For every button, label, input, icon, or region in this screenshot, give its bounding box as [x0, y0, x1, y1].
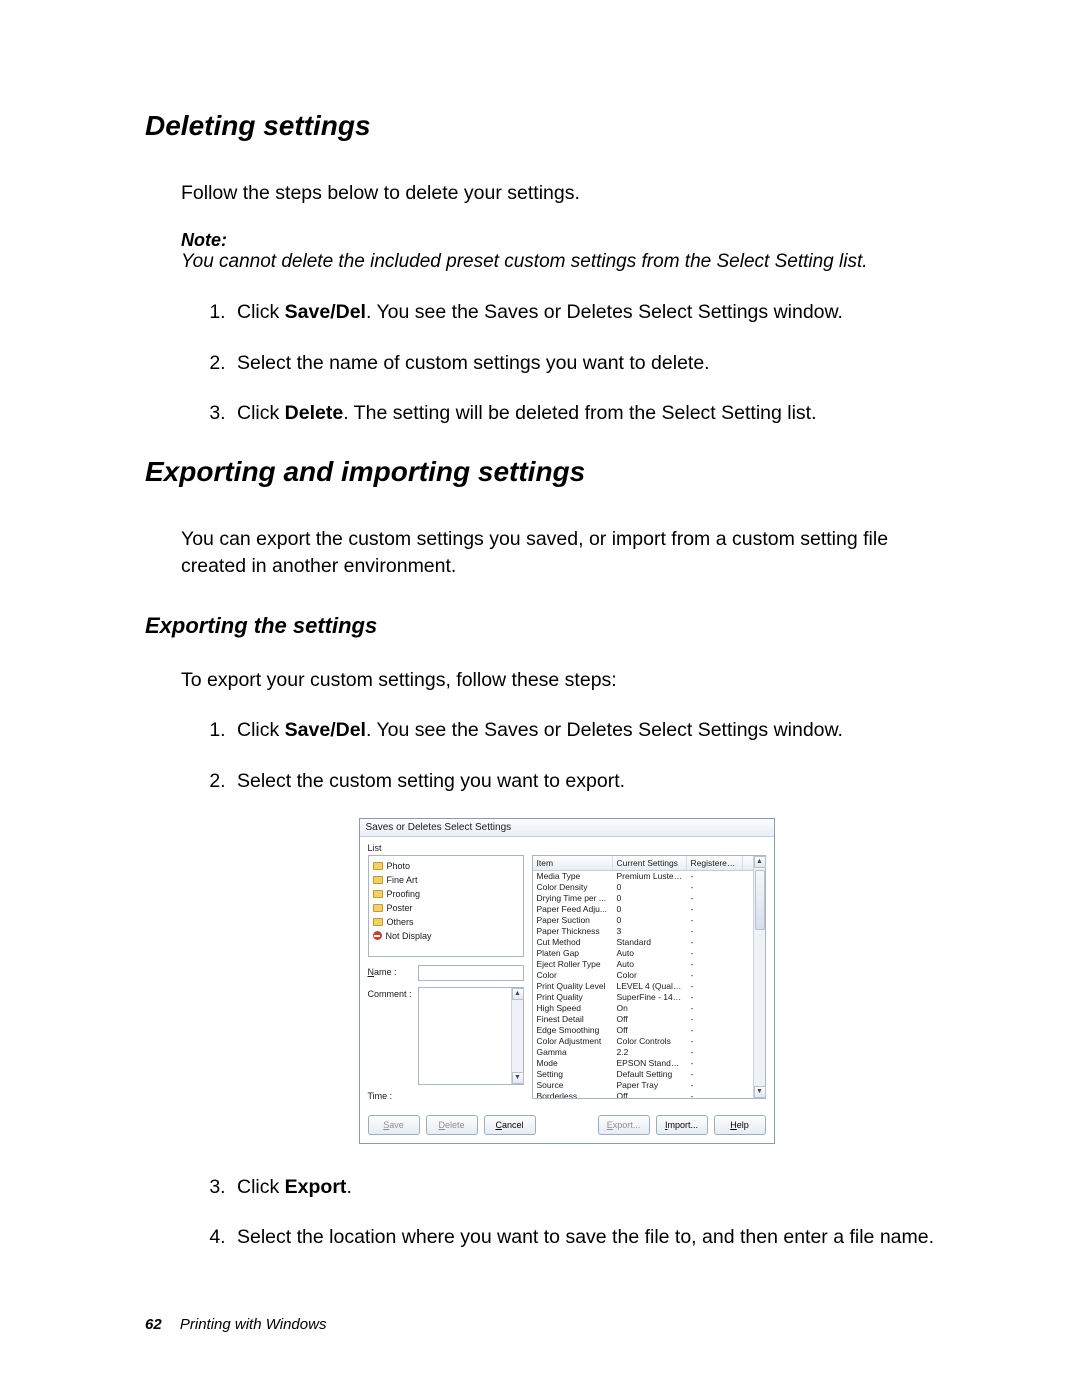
help-button[interactable]: Help [714, 1115, 766, 1135]
dialog-title: Saves or Deletes Select Settings [360, 819, 774, 837]
export-steps-continued: Click Export. Select the location where … [181, 1174, 952, 1251]
name-input[interactable] [418, 965, 524, 981]
list-group-label: List [368, 843, 766, 853]
note-label: Note: [181, 230, 952, 251]
settings-tree[interactable]: Photo Fine Art Proofing Poster Others Not Dis… [368, 855, 524, 957]
table-row[interactable]: Drying Time per ...0- [533, 893, 753, 904]
table-row[interactable]: Color Density0- [533, 882, 753, 893]
export-step-1: Click Save/Del. You see the Saves or Del… [231, 717, 952, 743]
table-row[interactable]: High SpeedOn- [533, 1003, 753, 1014]
deleting-step-2: Select the name of custom settings you w… [231, 350, 952, 376]
comment-label: Comment : [368, 987, 412, 999]
deleting-steps: Click Save/Del. You see the Saves or Del… [181, 299, 952, 426]
table-row[interactable]: Platen GapAuto- [533, 948, 753, 959]
name-label: Name : [368, 965, 412, 977]
tree-item[interactable]: Fine Art [373, 873, 519, 887]
scroll-down-icon[interactable]: ▼ [512, 1072, 524, 1084]
table-row[interactable]: Paper Feed Adju...0- [533, 904, 753, 915]
folder-icon [373, 904, 383, 912]
delete-button[interactable]: Delete [426, 1115, 478, 1135]
folder-icon [373, 862, 383, 870]
tree-item-not-display[interactable]: Not Display [373, 929, 519, 943]
export-button[interactable]: Export... [598, 1115, 650, 1135]
deleting-step-3: Click Delete. The setting will be delete… [231, 400, 952, 426]
scroll-up-icon[interactable]: ▲ [512, 988, 524, 1000]
scrollbar-thumb[interactable] [755, 870, 765, 930]
not-display-icon [373, 931, 382, 940]
scroll-down-icon[interactable]: ▼ [754, 1086, 766, 1098]
folder-icon [373, 876, 383, 884]
table-row[interactable]: Color AdjustmentColor Controls- [533, 1036, 753, 1047]
table-row[interactable]: Print Quality LevelLEVEL 4 (Quality)- [533, 981, 753, 992]
cancel-button[interactable]: Cancel [484, 1115, 536, 1135]
tree-item-label: Proofing [387, 889, 421, 899]
dialog-saves-deletes: Saves or Deletes Select Settings List Ph… [359, 818, 775, 1144]
tree-item[interactable]: Photo [373, 859, 519, 873]
table-row[interactable]: Finest DetailOff- [533, 1014, 753, 1025]
scroll-up-icon[interactable]: ▲ [754, 856, 766, 868]
table-row[interactable]: BorderlessOff- [533, 1091, 753, 1098]
table-row[interactable]: ColorColor- [533, 970, 753, 981]
tree-item[interactable]: Proofing [373, 887, 519, 901]
table-row[interactable]: Cut MethodStandard- [533, 937, 753, 948]
comment-scrollbar[interactable]: ▲ ▼ [511, 988, 523, 1084]
heading-exporting-the-settings: Exporting the settings [145, 613, 952, 639]
grid-header: Item Current Settings Registered Setti..… [533, 856, 765, 871]
save-button[interactable]: Save [368, 1115, 420, 1135]
import-button[interactable]: Import... [656, 1115, 708, 1135]
table-row[interactable]: ModeEPSON Standar...- [533, 1058, 753, 1069]
dialog-button-row: Save Delete Cancel Export... Import... H… [360, 1107, 774, 1143]
export-step-2: Select the custom setting you want to ex… [231, 768, 952, 794]
heading-export-import: Exporting and importing settings [145, 456, 952, 488]
folder-icon [373, 918, 383, 926]
export-step-4: Select the location where you want to sa… [231, 1224, 952, 1250]
tree-item-label: Photo [387, 861, 411, 871]
deleting-step-1: Click Save/Del. You see the Saves or Del… [231, 299, 952, 325]
tree-item[interactable]: Poster [373, 901, 519, 915]
table-row[interactable]: SettingDefault Setting- [533, 1069, 753, 1080]
folder-icon [373, 890, 383, 898]
tree-item-label: Fine Art [387, 875, 418, 885]
table-row[interactable]: Media TypePremium Luster ...- [533, 871, 753, 882]
table-row[interactable]: Paper Thickness3- [533, 926, 753, 937]
intro-export-import: You can export the custom settings you s… [181, 526, 952, 579]
table-row[interactable]: Gamma2.2- [533, 1047, 753, 1058]
heading-deleting-settings: Deleting settings [145, 110, 952, 142]
export-steps: Click Save/Del. You see the Saves or Del… [181, 717, 952, 794]
tree-item[interactable]: Others [373, 915, 519, 929]
tree-item-label: Poster [387, 903, 413, 913]
tree-item-label: Others [387, 917, 414, 927]
table-row[interactable]: Eject Roller TypeAuto- [533, 959, 753, 970]
intro-deleting: Follow the steps below to delete your se… [181, 180, 952, 206]
grid-scrollbar[interactable]: ▲ ▼ [753, 856, 765, 1098]
settings-grid[interactable]: Item Current Settings Registered Setti..… [532, 855, 766, 1099]
table-row[interactable]: Edge SmoothingOff- [533, 1025, 753, 1036]
table-row[interactable]: Paper Suction0- [533, 915, 753, 926]
table-row[interactable]: Print QualitySuperFine - 144...- [533, 992, 753, 1003]
time-label: Time : [368, 1091, 524, 1101]
tree-item-label: Not Display [386, 931, 432, 941]
chapter-title: Printing with Windows [180, 1316, 327, 1333]
page-number: 62 [145, 1316, 162, 1333]
intro-exporting-steps: To export your custom settings, follow t… [181, 667, 952, 693]
page-footer: 62 Printing with Windows [145, 1316, 326, 1333]
comment-textarea[interactable]: ▲ ▼ [418, 987, 524, 1085]
table-row[interactable]: SourcePaper Tray- [533, 1080, 753, 1091]
note-text: You cannot delete the included preset cu… [181, 251, 952, 273]
export-step-3: Click Export. [231, 1174, 952, 1200]
